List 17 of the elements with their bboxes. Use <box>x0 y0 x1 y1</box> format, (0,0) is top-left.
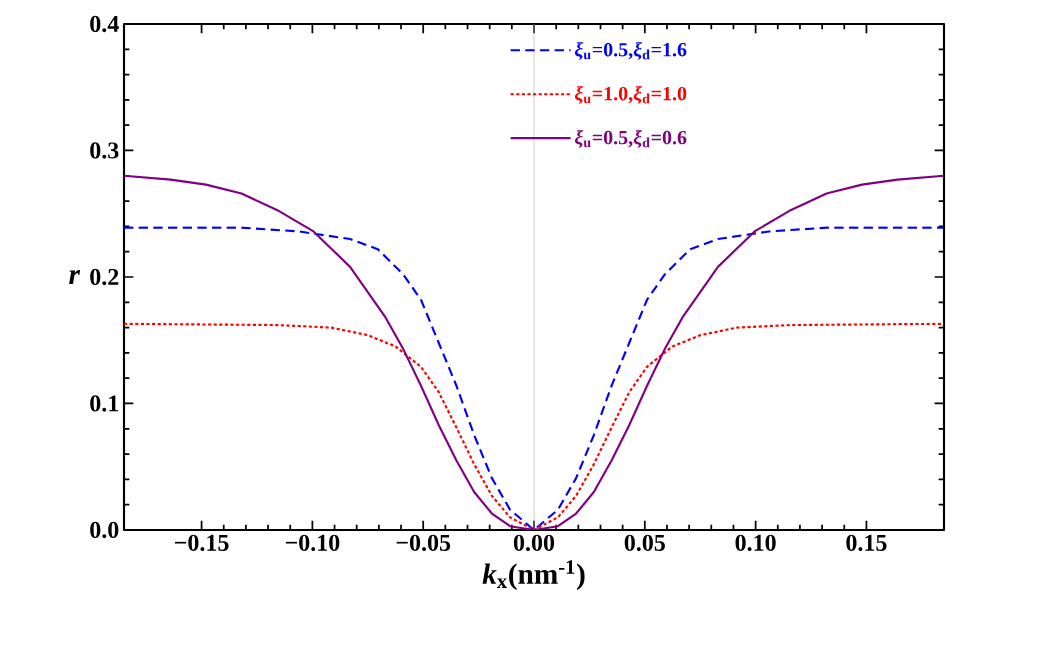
legend-label: ξ$_{u}$=0.5,ξ$_{d}$=1.6 <box>574 42 687 60</box>
y-tick-label: 0.2 <box>90 268 119 286</box>
x-tick-label: 0.15 <box>846 534 887 551</box>
y-tick-label: 0.0 <box>90 521 119 539</box>
x-tick-label: 0.10 <box>735 534 776 551</box>
y-axis-title: r <box>69 270 81 284</box>
y-tick-label: 0.4 <box>90 15 119 33</box>
x-tick-label: 0.05 <box>624 534 665 551</box>
x-tick-label: 0.00 <box>513 534 555 551</box>
legend-label: ξ$_{u}$=0.5,ξ$_{d}$=0.6 <box>574 130 687 148</box>
x-tick-label: −0.15 <box>175 534 229 551</box>
x-axis-title: k$_{x}$(nm$^{-1}$) <box>482 560 585 590</box>
x-tick-label: −0.05 <box>396 534 451 551</box>
x-tick-label: −0.10 <box>285 534 340 551</box>
y-tick-label: 0.1 <box>90 395 119 412</box>
y-tick-label: 0.3 <box>90 142 119 159</box>
legend-label: ξ$_{u}$=1.0,ξ$_{d}$=1.0 <box>574 86 687 104</box>
